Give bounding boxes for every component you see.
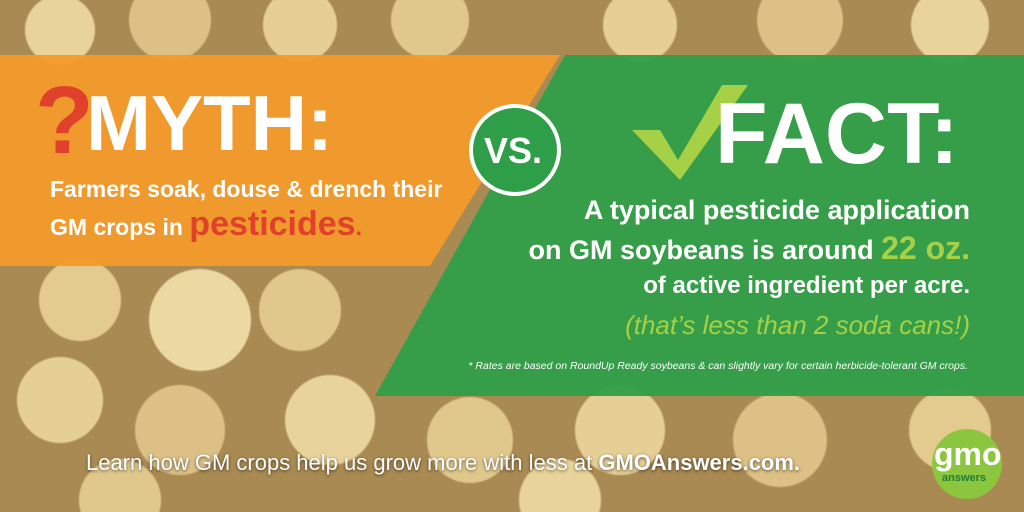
myth-line2-text: GM crops in	[50, 214, 190, 240]
question-mark-icon: ?	[35, 67, 94, 174]
pesticides-highlight: pesticides	[189, 205, 356, 243]
fact-title: FACT:	[715, 86, 959, 182]
vs-label: VS.	[484, 130, 543, 171]
gmo-logo-circle	[932, 429, 1002, 499]
myth-line2: GM crops in pesticides.	[50, 205, 362, 244]
fact-line2-text: on GM soybeans is around	[528, 235, 882, 265]
gmo-logo-text: gmo	[934, 436, 1002, 472]
vs-badge	[469, 104, 561, 196]
gmoanswers-link[interactable]: GMOAnswers.com.	[598, 450, 801, 475]
myth-banner	[0, 55, 560, 266]
footer-prefix: Learn how GM crops help us grow more wit…	[86, 450, 599, 475]
gmo-logo-subtext: answers	[942, 472, 987, 484]
myth-suffix: .	[355, 214, 362, 240]
footnote: * Rates are based on RoundUp Ready soybe…	[468, 360, 968, 372]
myth-title: MYTH:	[86, 79, 333, 167]
amount-highlight: 22 oz.	[881, 230, 970, 266]
footer-text: Learn how GM crops help us grow more wit…	[86, 450, 800, 476]
myth-line1: Farmers soak, douse & drench their	[50, 176, 443, 202]
fact-line2: on GM soybeans is around 22 oz.	[529, 230, 970, 267]
checkmark-icon	[632, 85, 748, 180]
fact-line1: A typical pesticide application	[583, 195, 970, 225]
fact-aside: (that’s less than 2 soda cans!)	[625, 310, 970, 340]
fact-line3: of active ingredient per acre.	[643, 272, 970, 299]
